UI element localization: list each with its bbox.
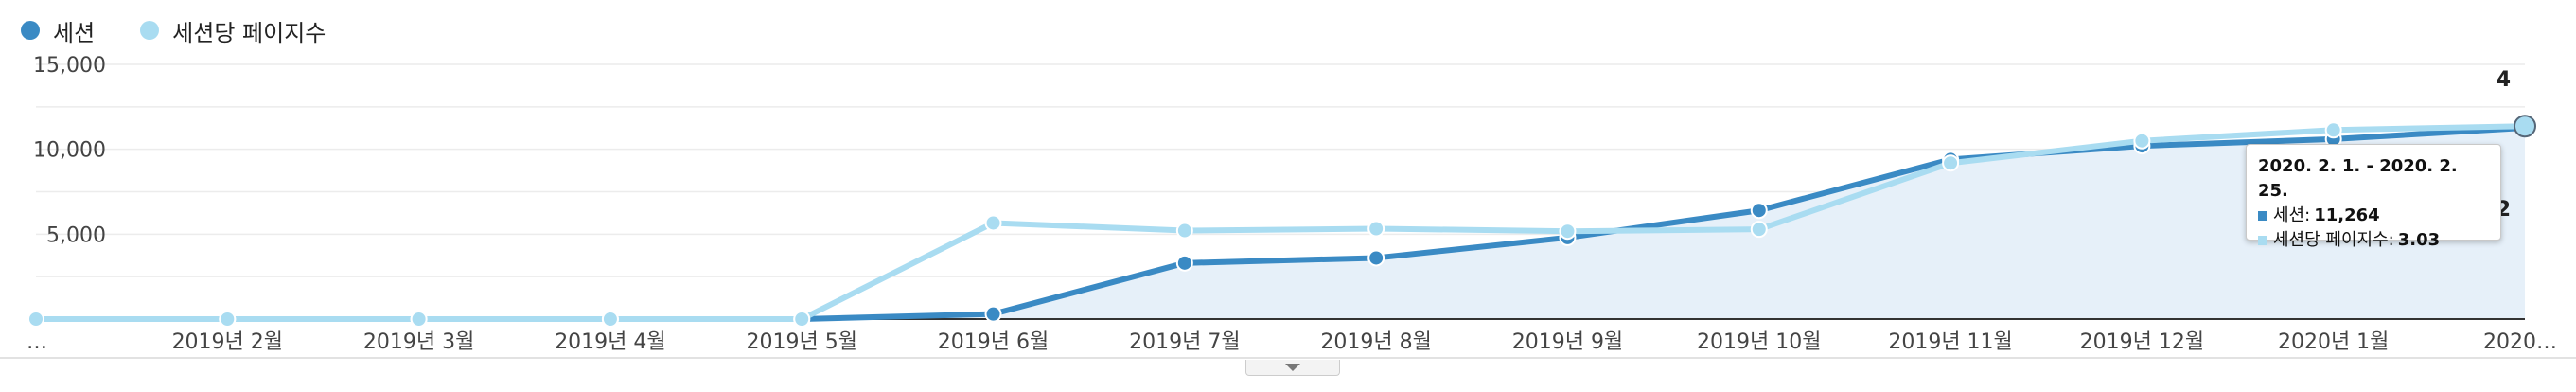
y-axis-tick-label: 5,000 <box>46 223 106 247</box>
tooltip-date: 2020. 2. 1. - 2020. 2. 25. <box>2258 156 2458 201</box>
tooltip-label: 세션: <box>2273 205 2311 225</box>
data-point-sessions <box>1175 254 1193 272</box>
x-axis-tick-label: 2019년 4월 <box>555 330 665 354</box>
series-swatch-icon <box>2258 236 2267 245</box>
x-axis-tick-label: 2019년 3월 <box>363 330 474 354</box>
series-line-pages-per-session <box>36 123 2526 322</box>
tooltip-row-pages-per-session: 세션당 페이지수: 3.03 <box>2258 228 2489 253</box>
x-axis-tick-label: 2019년 8월 <box>1320 330 1431 354</box>
data-point-pages-per-session <box>1367 220 1385 238</box>
x-axis-tick-label: 2020년 1월 <box>2278 330 2389 354</box>
x-axis-tick-label: 2019년 7월 <box>1129 330 1240 354</box>
x-axis-tick-label: 2019년 11월 <box>1888 330 2012 354</box>
legend-dot-icon <box>21 21 40 40</box>
series-swatch-icon <box>2258 211 2267 221</box>
x-axis-tick-label: … <box>26 330 47 354</box>
legend-label: 세션 <box>53 19 96 46</box>
x-axis-tick-label: 2019년 9월 <box>1512 330 1623 354</box>
data-point-pages-per-session <box>793 311 811 328</box>
x-axis-tick-label: 2019년 2월 <box>172 330 283 354</box>
tooltip-value: 11,264 <box>2314 205 2380 225</box>
chart-resize-handle[interactable] <box>1245 360 1340 376</box>
legend-label: 세션당 페이지수 <box>172 19 326 46</box>
data-point-pages-per-session <box>2514 115 2536 138</box>
data-point-pages-per-session <box>1559 223 1577 241</box>
y-axis-tick-label: 15,000 <box>33 54 106 78</box>
legend-item-sessions[interactable]: 세션 <box>21 14 95 47</box>
x-axis-tick-label: 2020… <box>2483 330 2557 354</box>
x-axis-tick-label: 2019년 6월 <box>938 330 1049 354</box>
data-point-pages-per-session <box>410 311 428 328</box>
tooltip-label: 세션당 페이지수: <box>2273 230 2394 250</box>
data-point-sessions <box>1367 249 1385 267</box>
x-axis-tick-label: 2019년 10월 <box>1697 330 1821 354</box>
right-axis-annotation: 4 <box>2497 68 2511 92</box>
data-point-sessions <box>984 305 1002 323</box>
legend-item-pages-per-session[interactable]: 세션당 페이지수 <box>140 14 326 47</box>
y-axis-tick-label: 10,000 <box>33 139 106 163</box>
data-point-pages-per-session <box>1750 221 1768 239</box>
x-axis-tick-label: 2019년 5월 <box>746 330 856 354</box>
sessions-area <box>36 127 2525 319</box>
data-point-pages-per-session <box>2324 121 2342 139</box>
data-point-sessions <box>1750 202 1768 220</box>
chart-legend: 세션 세션당 페이지수 <box>21 13 371 47</box>
data-point-pages-per-session <box>1175 222 1193 240</box>
data-point-pages-per-session <box>219 311 237 328</box>
data-point-pages-per-session <box>1942 154 1960 172</box>
tooltip-value: 3.03 <box>2397 230 2441 250</box>
x-axis-tick-label: 2019년 12월 <box>2080 330 2204 354</box>
chart-tooltip: 2020. 2. 1. - 2020. 2. 25. 세션: 11,264 세션… <box>2246 144 2501 250</box>
data-point-pages-per-session <box>2133 132 2151 150</box>
legend-dot-icon <box>140 21 160 40</box>
data-point-pages-per-session <box>984 214 1002 232</box>
tooltip-row-sessions: 세션: 11,264 <box>2258 204 2489 228</box>
data-point-pages-per-session <box>601 311 619 328</box>
data-point-pages-per-session <box>27 311 44 328</box>
